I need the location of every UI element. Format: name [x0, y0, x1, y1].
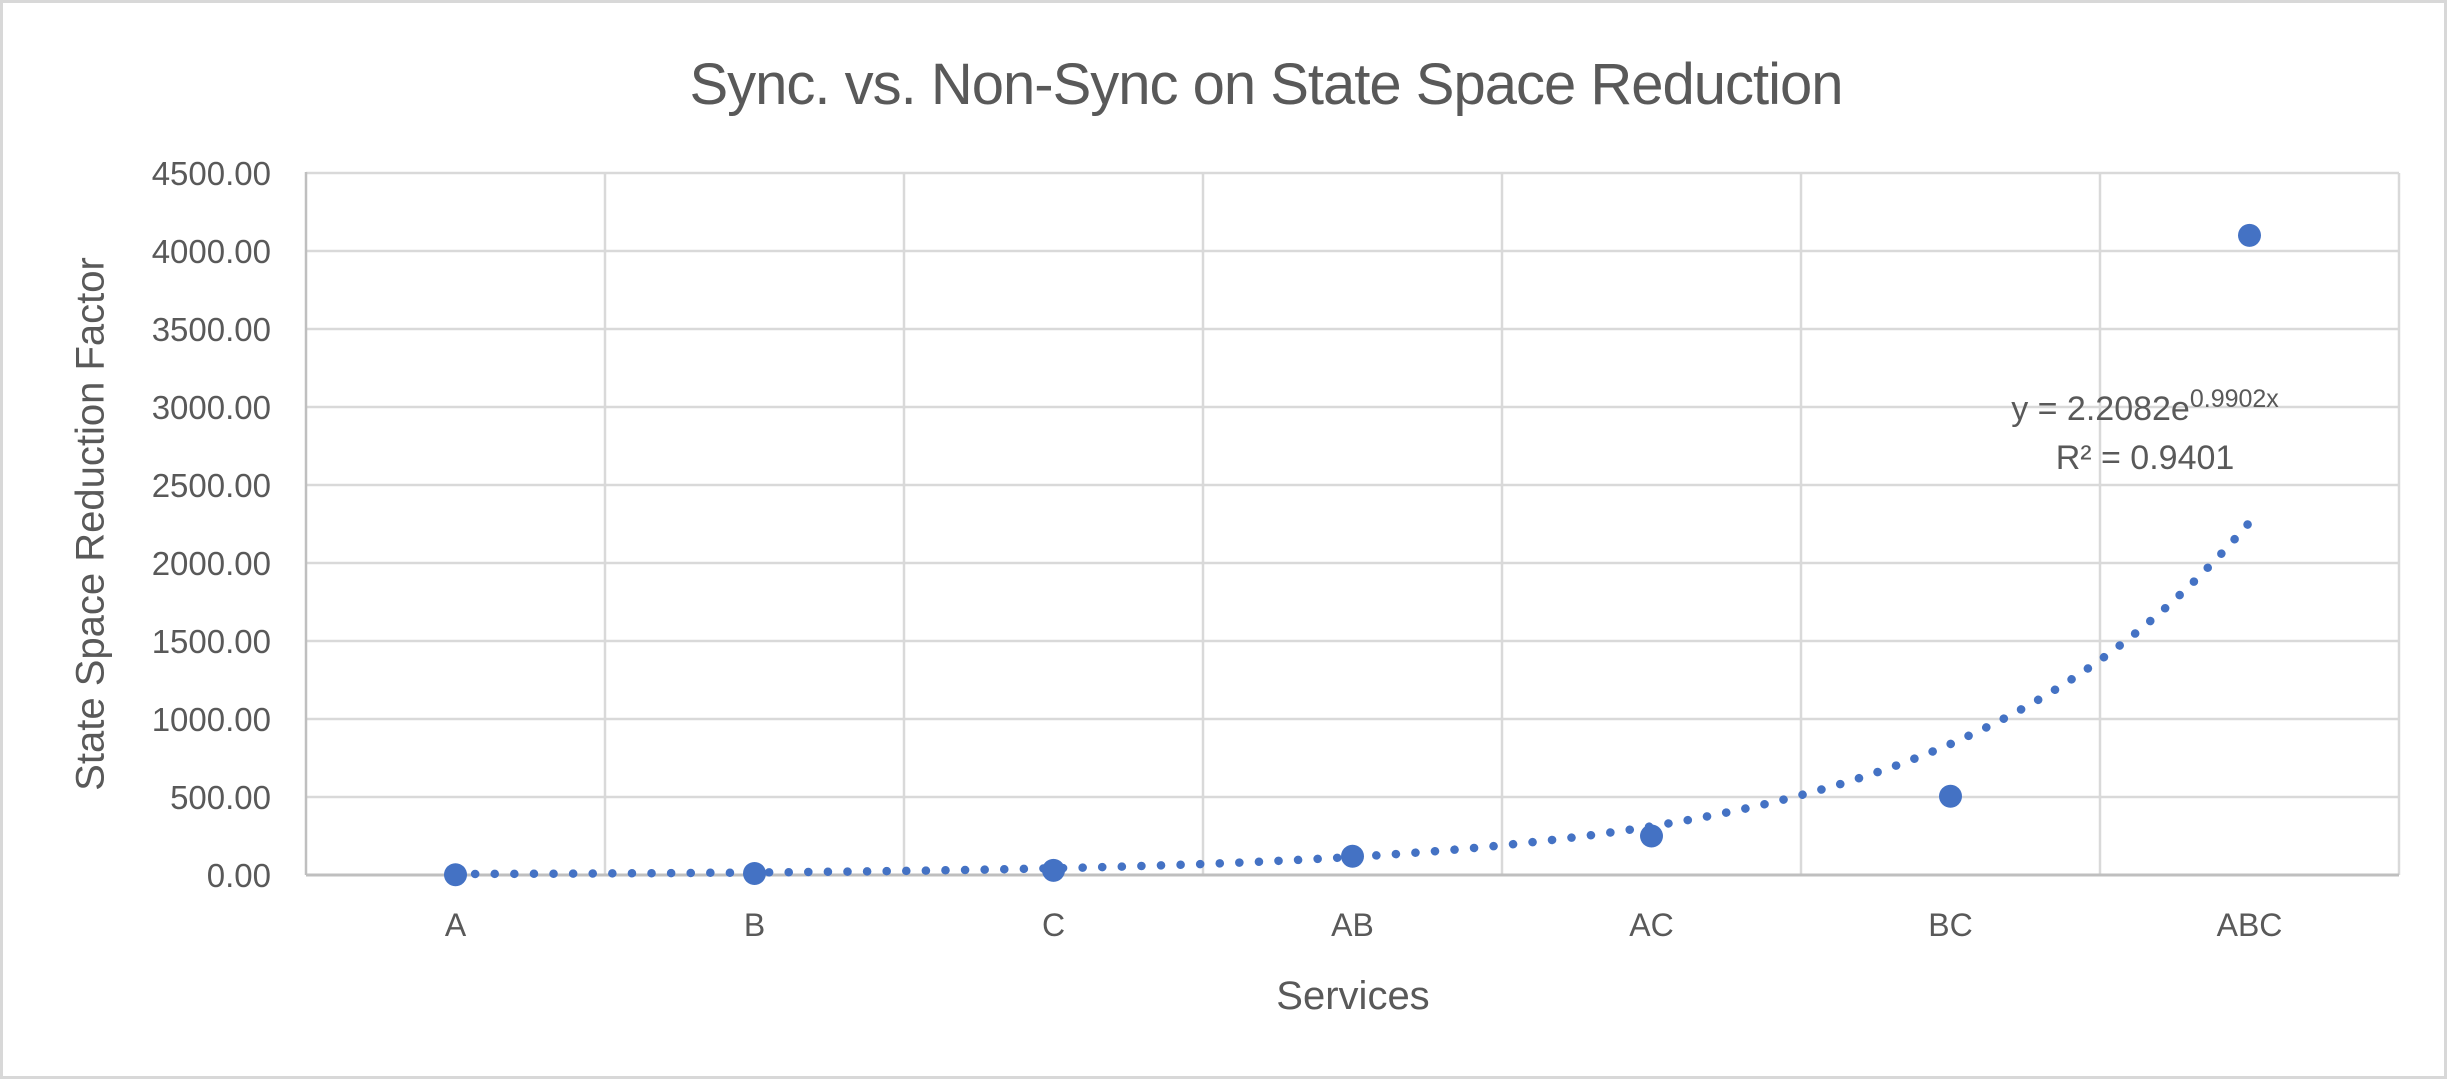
x-category-label: A [444, 907, 467, 943]
data-point-AC [1640, 824, 1663, 848]
plot-area [304, 171, 2401, 887]
y-tick-label: 1500.00 [151, 623, 271, 660]
data-point-C [1042, 858, 1065, 882]
data-point-AB [1341, 844, 1364, 868]
x-category-label: BC [1928, 907, 1973, 943]
y-tick-label: 3500.00 [151, 311, 271, 348]
chart-title: Sync. vs. Non-Sync on State Space Reduct… [689, 52, 1843, 117]
data-point-B [743, 861, 766, 885]
y-tick-label: 2500.00 [151, 467, 271, 504]
x-category-label: AB [1331, 907, 1374, 943]
y-tick-label: 0.00 [206, 857, 271, 894]
y-tick-label: 500.00 [170, 779, 271, 816]
x-axis-title: Services [1276, 974, 1430, 1018]
data-point-BC [1939, 784, 1962, 808]
trendline-equation-exponent: 0.9902x [2189, 385, 2279, 413]
x-category-label: B [743, 907, 766, 943]
data-point-A [444, 863, 467, 887]
y-tick-label: 3000.00 [151, 389, 271, 426]
trendline-dotted [451, 518, 2254, 879]
y-tick-label: 4000.00 [151, 233, 271, 270]
y-tick-label: 2000.00 [151, 545, 271, 582]
y-tick-label: 1000.00 [151, 701, 271, 738]
trendline-r-squared: R² = 0.9401 [2055, 439, 2235, 477]
trendline-label: y = 2.2082e0.9902x R² = 0.9401 [2011, 385, 2279, 481]
x-category-label: AC [1629, 907, 1674, 943]
y-tick-label: 4500.00 [151, 155, 271, 192]
data-point-ABC [2238, 223, 2261, 247]
trendline-equation-text: y = 2.2082e [2011, 390, 2190, 428]
x-category-label: ABC [2216, 907, 2283, 943]
x-category-label: C [1041, 907, 1066, 943]
